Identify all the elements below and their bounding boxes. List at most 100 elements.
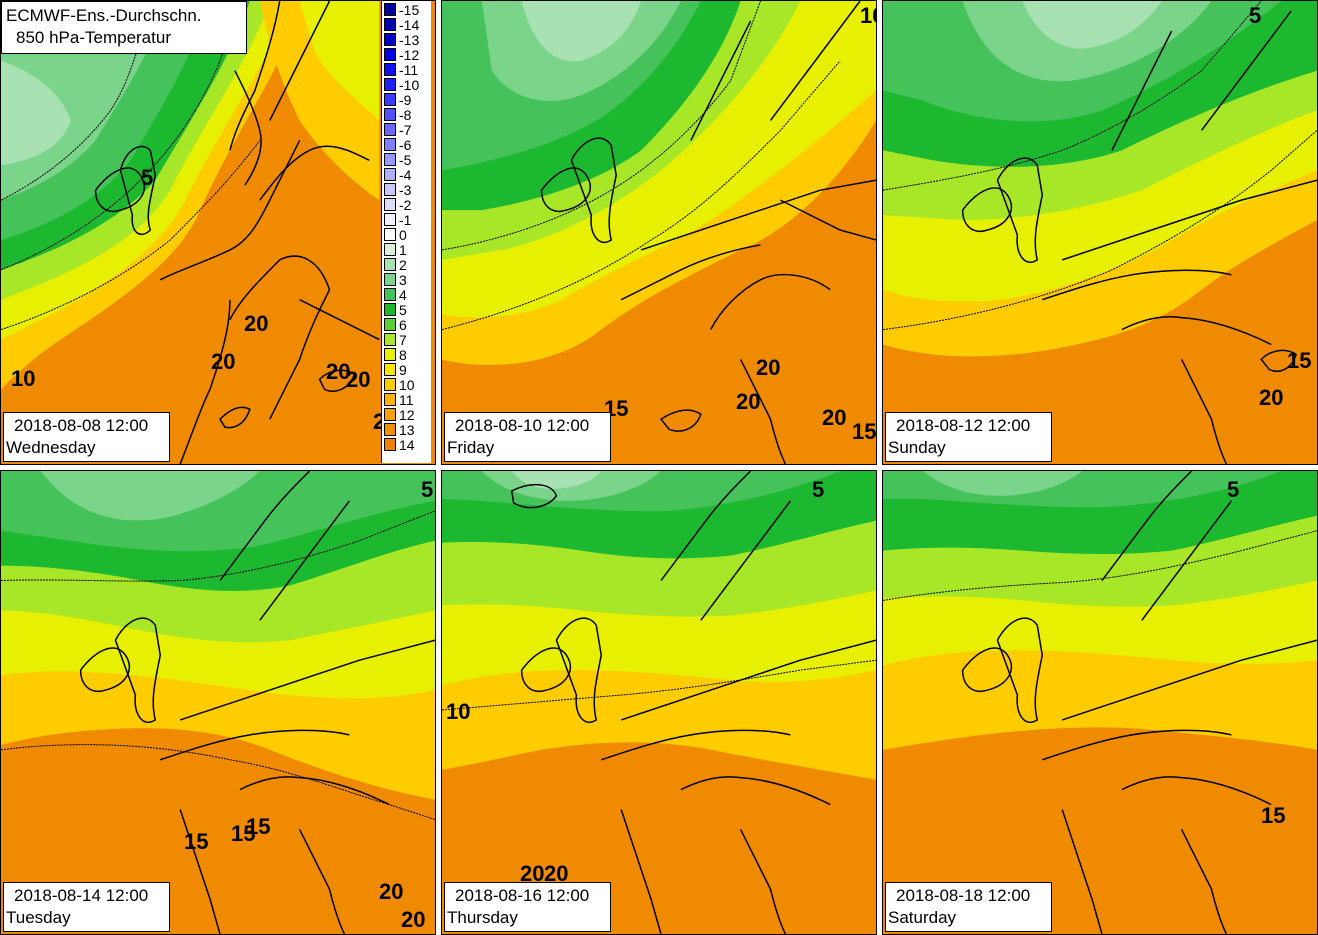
legend-swatch [384, 378, 396, 391]
legend-entry: 1 [384, 243, 407, 257]
legend-label: -1 [399, 212, 412, 228]
legend-entry: -10 [384, 78, 419, 92]
timestamp-date: 2018-08-12 12:00 [896, 416, 1031, 435]
timestamp-date: 2018-08-08 12:00 [14, 416, 149, 435]
legend-entry: -12 [384, 48, 419, 62]
legend-label: 4 [399, 287, 407, 303]
timestamp-box: 2018-08-18 12:00 Saturday [885, 882, 1052, 932]
legend-entry: -3 [384, 183, 411, 197]
legend-label: 1 [399, 242, 407, 258]
legend-swatch [384, 183, 396, 196]
legend-label: 13 [399, 422, 415, 438]
isotherm-label: 15 [246, 814, 271, 839]
legend-entry: -15 [384, 3, 419, 17]
legend-entry: 9 [384, 363, 407, 377]
legend-entry: 14 [384, 438, 415, 452]
legend-entry: -8 [384, 108, 411, 122]
map-panel-4: 5 15 15 15 20 20 2018-08-14 12:00 Tuesda… [0, 470, 436, 935]
legend-label: -13 [399, 32, 420, 48]
legend-entry: 4 [384, 288, 407, 302]
legend-label: -7 [399, 122, 412, 138]
legend-swatch [384, 288, 396, 301]
temperature-field [883, 471, 1317, 934]
legend-label: 10 [399, 377, 415, 393]
legend-swatch [384, 63, 396, 76]
legend-swatch [384, 423, 396, 436]
legend-swatch [384, 348, 396, 361]
legend-swatch [384, 33, 396, 46]
legend-entry: 0 [384, 228, 407, 242]
legend-label: 5 [399, 302, 407, 318]
legend-swatch [384, 198, 396, 211]
legend-swatch [384, 78, 396, 91]
legend-swatch [384, 138, 396, 151]
timestamp-weekday: Tuesday [6, 908, 71, 927]
legend-entry: 5 [384, 303, 407, 317]
legend-swatch [384, 3, 396, 16]
timestamp-date: 2018-08-14 12:00 [14, 886, 149, 905]
legend-label: 7 [399, 332, 407, 348]
legend-label: 8 [399, 347, 407, 363]
timestamp-box: 2018-08-10 12:00 Friday [444, 412, 611, 462]
legend-label: -11 [399, 62, 419, 78]
isotherm-label: 20 [379, 879, 404, 904]
legend-label: -4 [399, 167, 412, 183]
legend-entry: 13 [384, 423, 415, 437]
legend-entry: -13 [384, 33, 419, 47]
isotherm-label: 5 [1249, 3, 1262, 28]
legend-entry: 2 [384, 258, 407, 272]
timestamp-box: 2018-08-08 12:00 Wednesday [3, 412, 170, 462]
legend-label: 14 [399, 437, 415, 453]
legend-swatch [384, 393, 396, 406]
isotherm-label: 5 [141, 165, 154, 190]
title-line-2: 850 hPa-Temperatur [16, 28, 171, 47]
isotherm-label: 15 [231, 821, 256, 846]
legend-entry: -9 [384, 93, 411, 107]
legend-swatch [384, 228, 396, 241]
isotherm-label: 20 [822, 405, 847, 430]
legend-entry: -6 [384, 138, 411, 152]
legend-label: 11 [399, 392, 414, 408]
temperature-field [442, 1, 876, 464]
isotherm-label: 15 [1261, 803, 1286, 828]
isotherm-label: 20 [756, 355, 781, 380]
isotherm-label: 20 [544, 861, 569, 886]
legend-entry: -11 [384, 63, 418, 77]
map-panel-6: 5 15 2018-08-18 12:00 Saturday [882, 470, 1318, 935]
legend-entry: 3 [384, 273, 407, 287]
timestamp-box: 2018-08-16 12:00 Thursday [444, 882, 611, 932]
legend-entry: -14 [384, 18, 419, 32]
legend-swatch [384, 333, 396, 346]
legend-label: 3 [399, 272, 407, 288]
temperature-field [1, 1, 435, 464]
isotherm-label: 20 [326, 359, 351, 384]
color-legend: -15 -14 -13 -12 -11 -10 -9 -8 -7 -6 -5 -4 -3 -2 -1 0 1 2 3… [381, 1, 431, 463]
legend-label: -5 [399, 152, 412, 168]
isotherm-label: 10 [860, 3, 876, 28]
legend-swatch [384, 48, 396, 61]
legend-swatch [384, 318, 396, 331]
legend-swatch [384, 168, 396, 181]
map-panel-2: 10 20 20 15 20 15 2018-08-10 12:00 Frida… [441, 0, 877, 465]
legend-entry: -4 [384, 168, 411, 182]
isotherm-label: 15 [852, 419, 877, 444]
temperature-field [442, 471, 876, 934]
legend-swatch [384, 243, 396, 256]
legend-label: -14 [399, 17, 420, 33]
isotherm-label: 5 [1227, 477, 1240, 502]
isotherm-label: 15 [1287, 348, 1312, 373]
legend-entry: 8 [384, 348, 407, 362]
legend-entry: -7 [384, 123, 411, 137]
timestamp-box: 2018-08-12 12:00 Sunday [885, 412, 1052, 462]
temperature-field [1, 471, 435, 934]
legend-label: -9 [399, 92, 412, 108]
isotherm-label: 20 [244, 311, 269, 336]
legend-label: 6 [399, 317, 407, 333]
isotherm-label: 20 [1259, 385, 1284, 410]
legend-entry: -2 [384, 198, 411, 212]
legend-entry: -5 [384, 153, 411, 167]
legend-swatch [384, 108, 396, 121]
legend-label: -12 [399, 47, 420, 63]
legend-label: 2 [399, 257, 407, 273]
timestamp-box: 2018-08-14 12:00 Tuesday [3, 882, 170, 932]
